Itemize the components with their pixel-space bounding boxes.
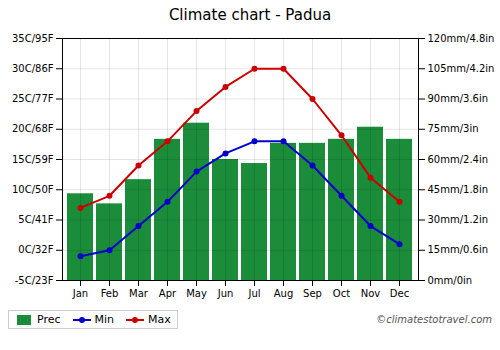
- svg-text:Sep: Sep: [303, 288, 322, 299]
- svg-text:5C/41F: 5C/41F: [18, 214, 53, 225]
- svg-text:Oct: Oct: [333, 288, 350, 299]
- svg-text:30mm/1.2in: 30mm/1.2in: [428, 214, 489, 225]
- svg-text:Feb: Feb: [101, 288, 119, 299]
- svg-text:Aug: Aug: [274, 288, 294, 299]
- svg-text:-5C/23F: -5C/23F: [15, 275, 54, 286]
- svg-text:35C/95F: 35C/95F: [12, 33, 54, 44]
- svg-text:10C/50F: 10C/50F: [12, 184, 54, 195]
- html-text:Min: Min: [94, 313, 115, 326]
- svg-text:75mm/3in: 75mm/3in: [428, 123, 479, 134]
- svg-text:Jun: Jun: [217, 288, 234, 299]
- svg-text:90mm/3.6in: 90mm/3.6in: [428, 93, 489, 104]
- svg-text:Dec: Dec: [390, 288, 409, 299]
- svg-text:0mm/0in: 0mm/0in: [428, 275, 473, 286]
- html-text:Prec: Prec: [37, 313, 61, 326]
- svg-text:30C/86F: 30C/86F: [12, 63, 54, 74]
- svg-text:105mm/4.2in: 105mm/4.2in: [428, 63, 495, 74]
- svg-text:Nov: Nov: [361, 288, 381, 299]
- svg-text:May: May: [186, 288, 207, 299]
- svg-text:120mm/4.8in: 120mm/4.8in: [428, 33, 495, 44]
- svg-text:45mm/1.8in: 45mm/1.8in: [428, 184, 489, 195]
- svg-text:20C/68F: 20C/68F: [12, 123, 54, 134]
- svg-text:60mm/2.4in: 60mm/2.4in: [428, 154, 489, 165]
- html-text:©climatestotravel.com: ©climatestotravel.com: [376, 314, 492, 325]
- svg-text:25C/77F: 25C/77F: [12, 93, 54, 104]
- svg-text:Jul: Jul: [247, 288, 260, 299]
- svg-text:Apr: Apr: [159, 288, 177, 299]
- svg-text:0C/32F: 0C/32F: [18, 244, 53, 255]
- svg-text:Jan: Jan: [72, 288, 88, 299]
- html-text:Max: Max: [148, 313, 171, 326]
- svg-text:15mm/0.6in: 15mm/0.6in: [428, 244, 489, 255]
- html-text:Climate chart - Padua: Climate chart - Padua: [168, 6, 332, 24]
- svg-text:15C/59F: 15C/59F: [12, 154, 54, 165]
- svg-text:Mar: Mar: [129, 288, 149, 299]
